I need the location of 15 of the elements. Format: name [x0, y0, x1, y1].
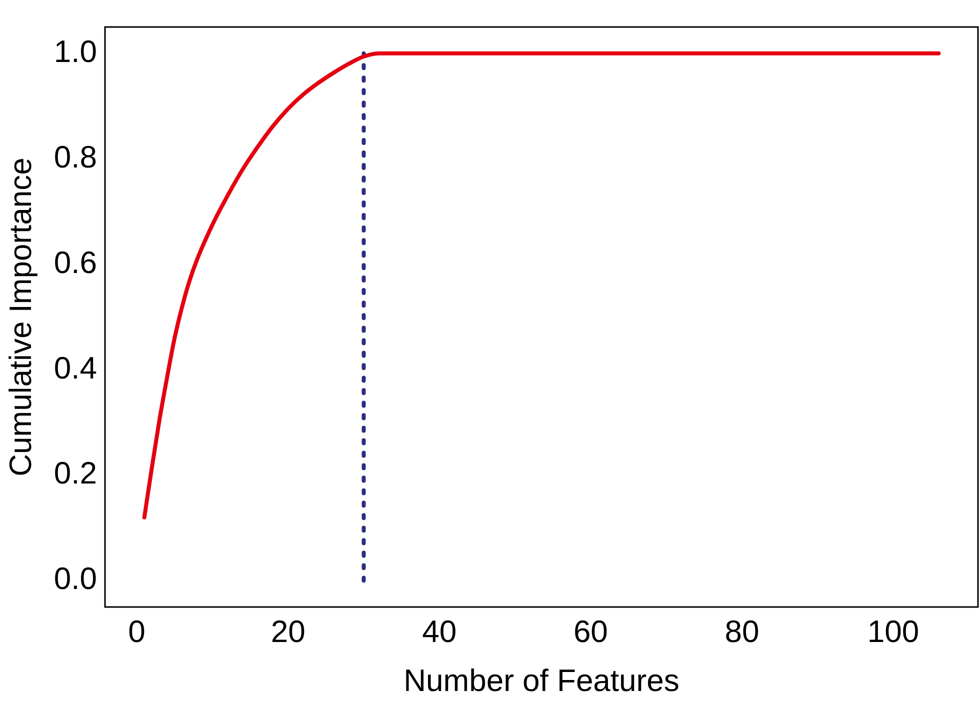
line-series [142, 51, 941, 520]
y-tick-label: 0.8 [54, 139, 97, 174]
y-tick-label: 0.0 [54, 561, 97, 596]
x-tick-label: 100 [867, 614, 920, 650]
x-tick-label: 20 [270, 614, 306, 650]
x-tick-label: 60 [573, 614, 608, 650]
x-tick-label: 80 [724, 614, 760, 650]
y-tick-label: 1.0 [54, 34, 97, 69]
x-tick-label: 40 [422, 614, 457, 650]
y-axis-title: Cumulative Importance [3, 158, 38, 476]
y-tick-label: 0.4 [54, 350, 97, 386]
x-axis-title: Number of Features [404, 662, 680, 698]
x-tick-label: 0 [128, 614, 146, 650]
y-tick-label: 0.6 [54, 244, 97, 280]
y-tick-label: 0.2 [54, 456, 97, 491]
